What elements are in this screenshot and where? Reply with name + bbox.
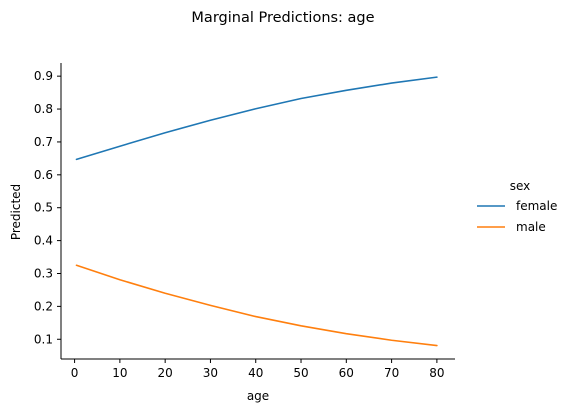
y-tick-label: 0.1 [34, 332, 53, 346]
x-tick-label: 70 [384, 366, 399, 380]
legend-label-female: female [516, 199, 557, 213]
y-axis-label: Predicted [9, 184, 23, 240]
y-tick-label: 0.8 [34, 102, 53, 116]
y-tick-label: 0.7 [34, 135, 53, 149]
y-tick-label: 0.5 [34, 201, 53, 215]
x-tick-label: 50 [293, 366, 308, 380]
x-tick-label: 80 [429, 366, 444, 380]
y-tick-label: 0.2 [34, 299, 53, 313]
legend-items: female male [477, 199, 557, 234]
series-layer [75, 76, 438, 347]
x-axis-label: age [247, 389, 269, 403]
series-line-male [75, 264, 438, 347]
y-tick-label: 0.4 [34, 234, 53, 248]
series-line-female [75, 76, 438, 161]
x-tick-label: 60 [339, 366, 354, 380]
x-tick-label: 10 [112, 366, 127, 380]
y-tick-label: 0.6 [34, 168, 53, 182]
legend-title: sex [510, 179, 531, 193]
legend: sex female male [477, 179, 557, 234]
chart-title: Marginal Predictions: age [191, 10, 374, 26]
x-tick-label: 40 [248, 366, 263, 380]
x-tick-label: 20 [158, 366, 173, 380]
y-tick-label: 0.9 [34, 69, 53, 83]
y-tick-label: 0.3 [34, 266, 53, 280]
x-tick-label: 0 [71, 366, 79, 380]
legend-label-male: male [516, 220, 546, 234]
ticks-layer: 0 10 20 30 40 50 60 70 80 0.1 0.2 0.3 0.4 0.5 0.6 0.7 0.… [34, 69, 445, 380]
x-tick-label: 30 [203, 366, 218, 380]
